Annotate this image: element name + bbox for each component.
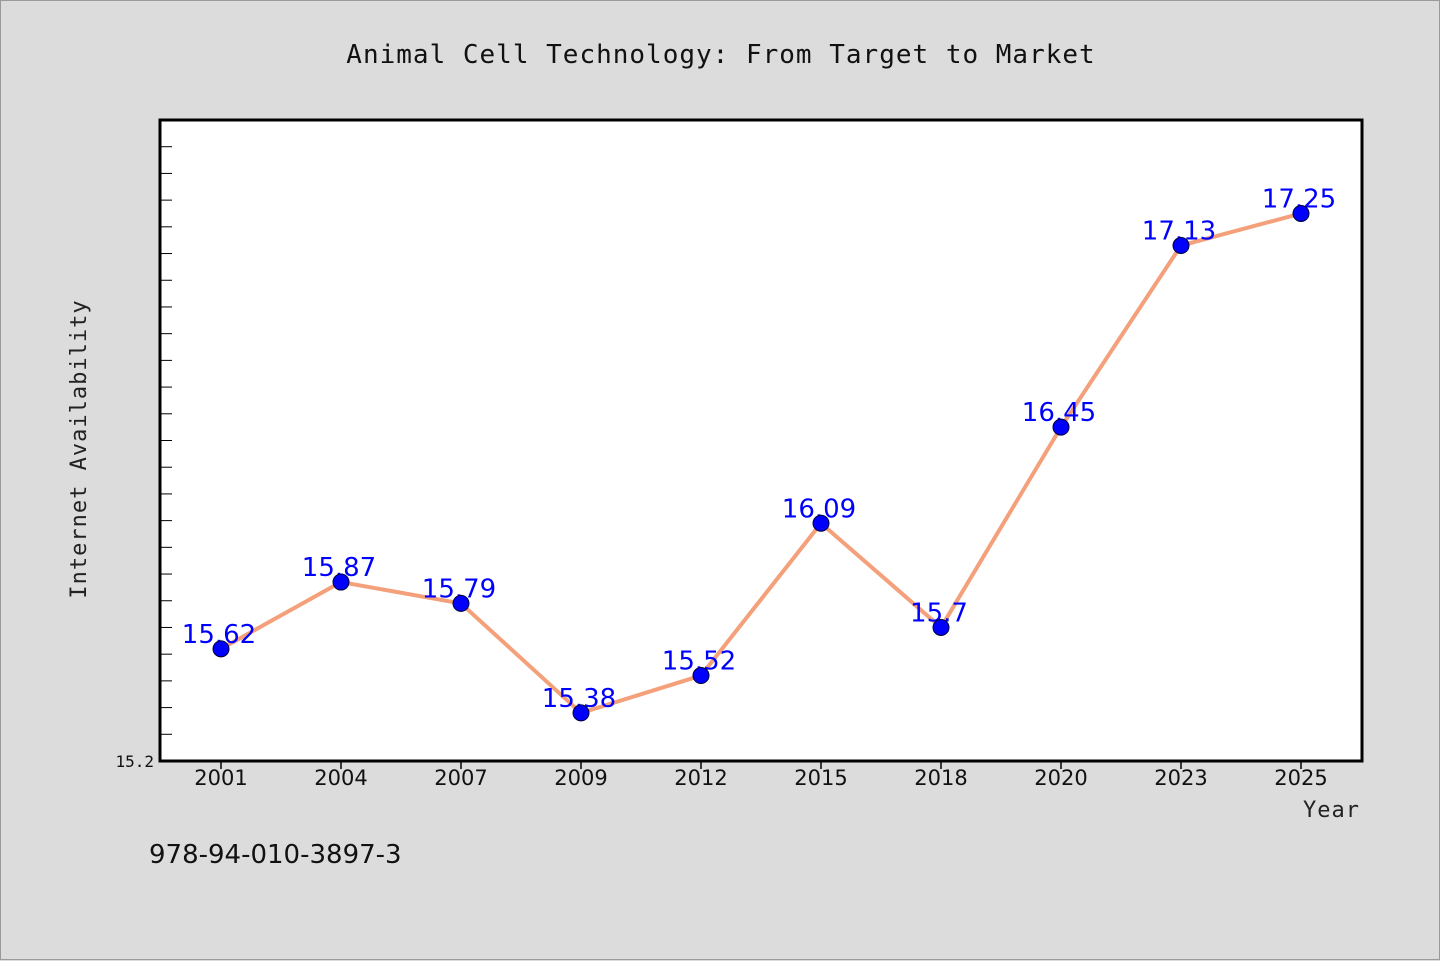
data-point bbox=[1172, 237, 1190, 255]
y-axis: 15.2 bbox=[115, 146, 172, 771]
data-point bbox=[572, 704, 590, 722]
data-point bbox=[452, 594, 470, 612]
x-axis-label: Year bbox=[1303, 798, 1360, 823]
data-point bbox=[1052, 418, 1070, 436]
x-tick-label: 2007 bbox=[434, 766, 487, 790]
x-tick-label: 2018 bbox=[914, 766, 967, 790]
series-line bbox=[220, 211, 1302, 715]
data-point bbox=[692, 667, 710, 685]
x-tick-label: 2023 bbox=[1154, 766, 1207, 790]
x-axis: 2001 2004 2007 2009 2012 2015 2018 2020 2023 2025 bbox=[194, 761, 1328, 790]
data-point bbox=[212, 640, 230, 658]
x-tick-label: 2009 bbox=[554, 766, 607, 790]
isbn-text: 978-94-010-3897-3 bbox=[149, 840, 402, 870]
y-tick-label: 15.2 bbox=[115, 752, 154, 771]
plot-area bbox=[158, 118, 1364, 763]
chart-title: Animal Cell Technology: From Target to M… bbox=[346, 40, 1095, 70]
x-tick-label: 2001 bbox=[194, 766, 247, 790]
x-tick-label: 2015 bbox=[794, 766, 847, 790]
data-labels: 15.6215.8715.7915.3815.5216.0915.716.451… bbox=[182, 184, 1336, 713]
data-point bbox=[812, 514, 830, 532]
data-point bbox=[1292, 204, 1310, 222]
x-tick-label: 2012 bbox=[674, 766, 727, 790]
series-markers bbox=[212, 204, 1310, 722]
data-point bbox=[932, 618, 950, 636]
x-tick-label: 2025 bbox=[1274, 766, 1327, 790]
data-point bbox=[332, 573, 350, 591]
y-axis-label: Internet Availability bbox=[67, 299, 92, 598]
x-tick-label: 2004 bbox=[314, 766, 367, 790]
x-tick-label: 2020 bbox=[1034, 766, 1087, 790]
